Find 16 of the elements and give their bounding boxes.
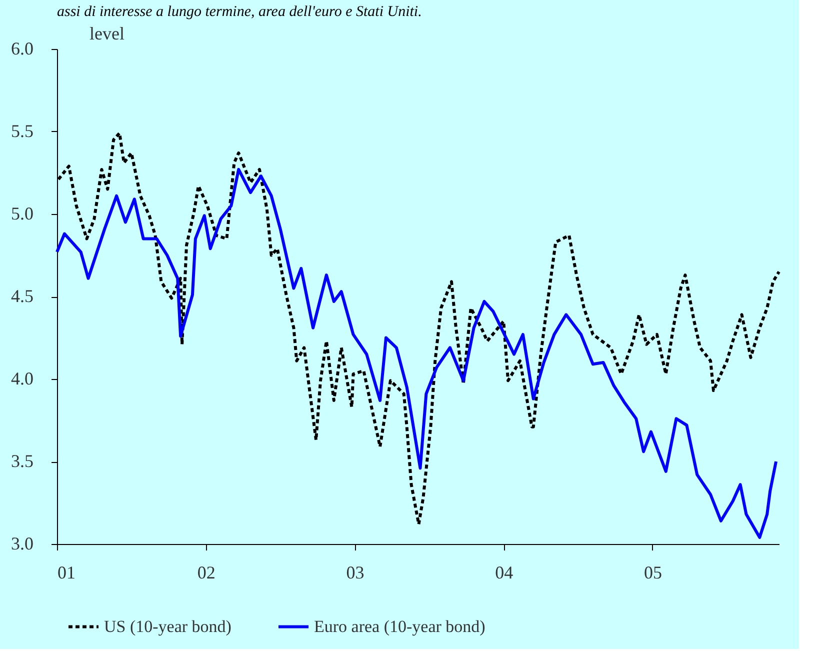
- x-tick-label: 05: [644, 562, 662, 582]
- x-tick-label: 02: [197, 562, 216, 582]
- y-tick-label: 3.0: [11, 534, 34, 554]
- y-tick-label: 4.5: [11, 286, 34, 306]
- x-tick-label: 03: [346, 562, 364, 582]
- y-tick-label: 3.5: [11, 451, 34, 471]
- chart-title: assi di interesse a lungo termine, area dell'euro e Stati Uniti.: [57, 4, 422, 20]
- y-tick-label: 5.5: [11, 121, 34, 141]
- y-axis-title: level: [90, 24, 124, 44]
- legend-label: US (10-year bond): [104, 616, 232, 636]
- y-tick-label: 4.0: [11, 368, 34, 388]
- x-tick-label: 04: [495, 562, 514, 582]
- y-tick-label: 5.0: [11, 204, 34, 224]
- y-tick-label: 6.0: [11, 38, 34, 58]
- x-tick-label: 01: [58, 562, 76, 582]
- legend-label: Euro area (10-year bond): [314, 616, 486, 636]
